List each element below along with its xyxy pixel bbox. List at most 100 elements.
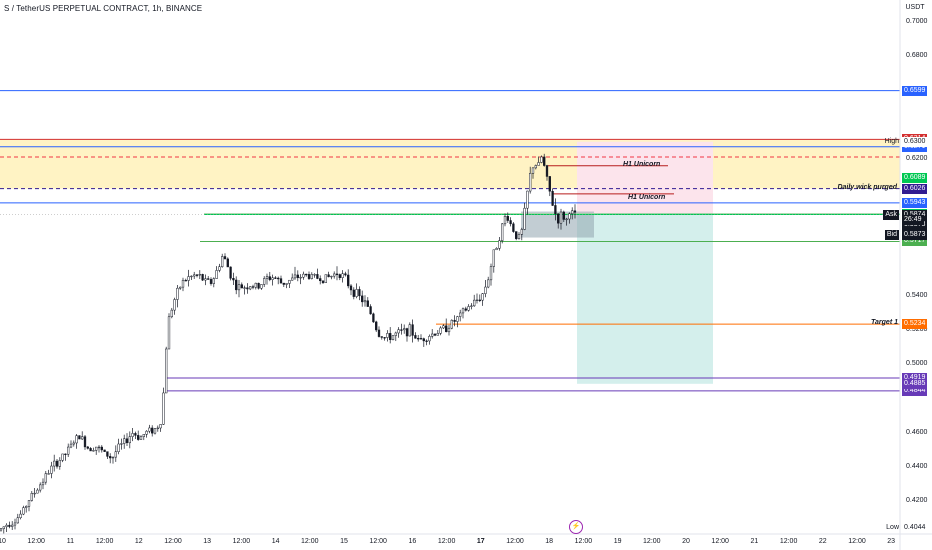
candle-body — [389, 333, 392, 340]
candle-body — [503, 216, 507, 225]
candle-body — [16, 517, 19, 524]
x-tick-label: 18 — [545, 538, 554, 545]
candle-body — [131, 433, 134, 437]
candle-body — [134, 433, 137, 436]
price-label: 0.5717 — [902, 236, 928, 247]
candle-body — [212, 278, 215, 284]
side-label-low: Low — [886, 523, 899, 531]
supply-zone — [0, 139, 900, 189]
candle-body — [55, 460, 59, 467]
candle-body — [551, 190, 554, 206]
candle-body — [176, 287, 179, 300]
candle-body — [481, 293, 484, 301]
annotation-h1-unicorn: H1 Unicorn — [628, 194, 666, 202]
x-tick-label: 10 — [0, 538, 6, 545]
x-tick-label: 12:00 — [437, 538, 456, 545]
candle-body — [95, 446, 98, 451]
candle-body — [81, 436, 84, 440]
candle-body — [75, 435, 78, 444]
x-tick-label: 12:00 — [95, 538, 114, 545]
candle-body — [97, 446, 101, 449]
candle-body — [512, 223, 515, 232]
x-tick-label: 23 — [887, 538, 896, 545]
x-tick-label: 12:00 — [27, 538, 45, 545]
side-label-ask: Ask — [883, 209, 899, 220]
x-tick-label: 12:00 — [779, 538, 798, 545]
price-label: 0.6599 — [902, 85, 928, 96]
candle-body — [229, 266, 232, 279]
candle-body — [25, 506, 28, 508]
candle-body — [439, 327, 442, 334]
lightning-icon[interactable]: ⚡ — [569, 520, 583, 534]
candle-body — [187, 276, 190, 281]
x-tick-label: 12:00 — [848, 538, 866, 545]
price-label: 0.6089 — [902, 172, 928, 183]
candle-body — [548, 176, 551, 192]
candle-body — [495, 248, 498, 251]
candle-body — [5, 524, 8, 528]
candle-body — [425, 340, 428, 342]
candle-body — [369, 306, 372, 315]
candle-body — [545, 165, 549, 177]
candle-body — [19, 513, 22, 519]
candle-body — [411, 324, 414, 336]
candle-body — [0, 528, 3, 531]
candle-body — [321, 280, 325, 283]
candle-body — [265, 276, 269, 279]
price-label: 0.4919 — [902, 372, 928, 383]
candle-body — [72, 442, 75, 445]
candle-body — [254, 282, 257, 288]
candle-body — [274, 277, 277, 279]
x-tick-label: 12:00 — [301, 538, 319, 545]
candle-body — [459, 312, 462, 317]
candle-body — [461, 308, 465, 314]
candle-body — [128, 436, 131, 444]
candle-body — [543, 156, 546, 166]
x-tick-label: 12:00 — [643, 538, 661, 545]
candle-body — [484, 286, 487, 294]
candle-body — [64, 453, 67, 456]
candle-body — [391, 335, 395, 340]
candle-body — [246, 287, 249, 290]
x-tick-label: 12:00 — [164, 538, 182, 545]
candle-body — [531, 167, 535, 174]
candle-body — [361, 295, 364, 303]
candle-body — [13, 522, 17, 526]
price-label: 0.5943 — [902, 197, 928, 208]
candle-body — [375, 321, 378, 331]
candle-body — [520, 229, 523, 235]
candle-body — [226, 258, 229, 268]
candle-body — [120, 443, 123, 445]
candle-body — [333, 273, 336, 277]
candle-body — [366, 300, 369, 307]
candle-body — [344, 273, 347, 276]
candle-body — [184, 279, 187, 282]
candle-body — [173, 299, 176, 311]
candle-body — [568, 213, 571, 220]
candle-body — [386, 333, 389, 338]
candle-body — [349, 285, 353, 291]
candle-body — [335, 273, 339, 275]
candle-body — [30, 493, 33, 501]
candle-body — [78, 435, 81, 440]
annotation-target-1: Target 1 — [871, 319, 898, 327]
candle-body — [277, 277, 280, 280]
candle-body — [125, 438, 129, 444]
candle-body — [195, 274, 199, 276]
candle-body — [363, 300, 367, 303]
candle-body — [534, 165, 537, 169]
candle-body — [8, 524, 11, 527]
candle-body — [383, 337, 386, 339]
candle-body — [223, 256, 227, 260]
price-label-extra: 0.6300 — [902, 136, 928, 147]
candle-body — [22, 507, 25, 515]
candle-body — [467, 306, 470, 311]
candle-body — [83, 436, 87, 448]
candle-body — [394, 332, 397, 336]
candle-body — [221, 256, 224, 267]
candle-body — [232, 278, 235, 281]
currency-label[interactable]: USDT — [905, 4, 925, 11]
candle-body — [562, 211, 565, 220]
candle-body — [453, 319, 456, 322]
